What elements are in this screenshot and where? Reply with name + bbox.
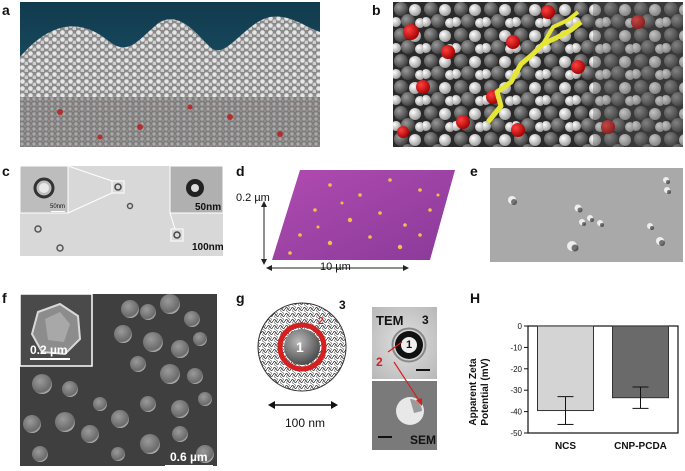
y-tick-label: -20	[510, 365, 522, 374]
panel-g-region-3-label: 3	[339, 298, 346, 312]
chart-ylabel: Apparent Zeta Potential (mV)	[468, 358, 491, 426]
x-category-label: NCS	[555, 441, 576, 452]
panel-c-inset-scalebar	[51, 211, 65, 212]
panel-g-tem-image	[372, 307, 437, 379]
y-tick-label: 0	[518, 322, 523, 331]
panel-g-tem-label: TEM	[376, 313, 404, 328]
panel-label-h: H	[470, 290, 481, 306]
panel-label-a: a	[2, 2, 10, 18]
panel-g-pointer-arrow	[387, 341, 422, 406]
panel-f-inset-scalebar	[30, 358, 70, 360]
panel-a-image	[20, 2, 320, 147]
panel-f-main-scale-label: 0.6 µm	[170, 450, 208, 464]
y-tick-label: -10	[510, 343, 522, 352]
panel-g-tem-region-1-label: 1	[406, 339, 413, 351]
panel-g-size-arrow	[268, 401, 338, 409]
panel-f-inset-scale-label: 0.2 µm	[30, 343, 68, 357]
bar-cnp-pcda	[612, 325, 669, 399]
y-tick-label: -50	[510, 429, 522, 438]
panel-label-g: g	[236, 290, 245, 306]
panel-g-tem-region-3-label: 3	[422, 313, 429, 327]
panel-b-image	[393, 2, 683, 147]
panel-c-inset-scale-label: 50nm	[50, 204, 66, 210]
x-category-label: CNP-PCDA	[614, 441, 667, 452]
panel-c-image	[20, 166, 223, 256]
panel-g-sem-image	[372, 381, 437, 450]
panel-label-f: f	[2, 290, 7, 306]
y-tick-label: -40	[510, 408, 522, 417]
panel-label-c: c	[2, 163, 10, 179]
panel-c-scale-label-main: 100nm	[192, 242, 224, 253]
panel-g-tem-region-2-label: 2	[376, 355, 383, 369]
panel-label-d: d	[236, 163, 245, 179]
panel-g-region-1-label: 1	[296, 339, 304, 355]
panel-g-size-label: 100 nm	[285, 416, 326, 430]
chart-plot-frame	[527, 325, 679, 434]
panel-d-height-label: 0.2 µm	[236, 192, 270, 204]
panel-label-e: e	[470, 163, 478, 179]
panel-f-sem-image	[20, 294, 217, 466]
panel-d-afm-image	[261, 170, 455, 271]
zeta-potential-chart: 0 -10 -20 -30 -40 -50 NCS CNP-PCDA	[510, 322, 679, 452]
panel-g-region-2-label: 2	[318, 316, 324, 327]
panel-g-nanoparticle-diagram	[257, 302, 347, 392]
panel-label-b: b	[372, 2, 381, 18]
panel-c-scale-label-top: 50nm	[195, 202, 222, 213]
panel-d-width-label: 10 µm	[320, 261, 351, 273]
panel-f-main-scalebar	[165, 465, 213, 467]
y-tick-label: -30	[510, 386, 522, 395]
panel-g-sem-label: SEM	[410, 433, 437, 447]
panel-e-image	[490, 168, 683, 262]
